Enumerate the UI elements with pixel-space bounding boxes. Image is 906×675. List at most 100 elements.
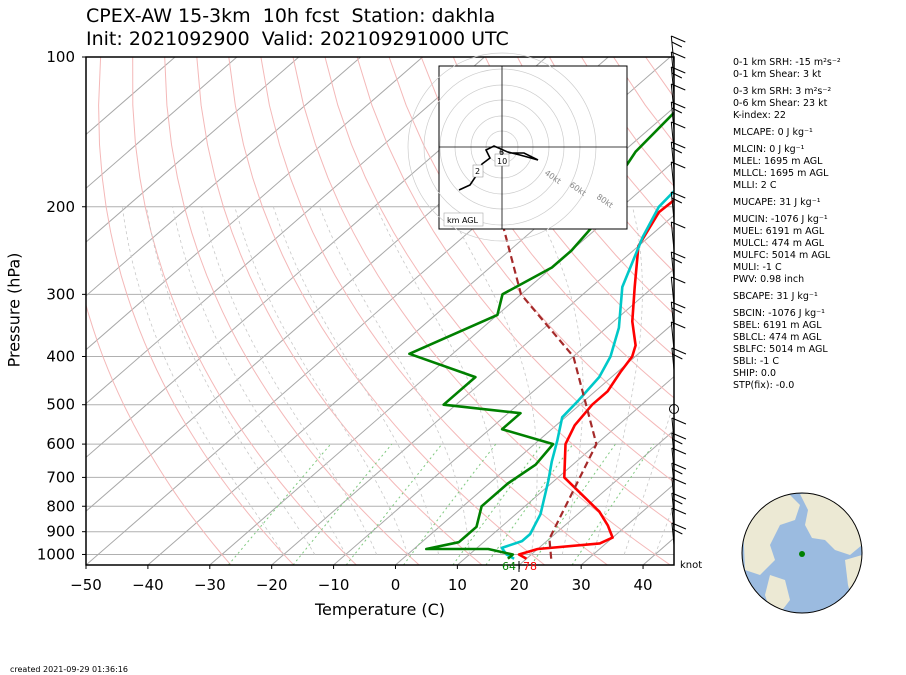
y-axis-label: Pressure (hPa)	[4, 252, 24, 368]
y-tick-label: 100	[46, 48, 75, 66]
dry-adiabat-line	[292, 57, 671, 565]
stat-line: 0-6 km Shear: 23 kt	[733, 98, 828, 109]
moist-adiabat-line	[234, 206, 408, 555]
dry-adiabat-line	[164, 57, 420, 565]
chart-subtitle: Init: 2021092900 Valid: 202109291000 UTC	[86, 28, 509, 50]
dry-adiabat-line	[132, 57, 357, 565]
hodo-footer: km AGL	[447, 216, 479, 225]
stat-line: PWV: 0.98 inch	[733, 274, 805, 285]
stat-line: MLLCL: 1695 m AGL	[733, 168, 829, 179]
wind-barb-staff	[670, 221, 675, 251]
dry-adiabat-line	[196, 57, 483, 565]
dry-adiabat-line	[452, 57, 674, 357]
y-tick-label: 500	[46, 396, 75, 414]
mixing-ratio-line	[530, 443, 616, 565]
y-tick-label: 400	[46, 348, 75, 366]
x-tick-label: −30	[194, 576, 226, 594]
isotherm-line	[86, 57, 485, 405]
wind-barb-staff	[670, 191, 675, 221]
isotherm-line	[86, 57, 300, 243]
stat-line: SBLI: -1 C	[733, 356, 779, 367]
y-tick-label: 300	[46, 285, 75, 303]
stat-line: MLLI: 2 C	[733, 180, 777, 191]
stability-indices-panel: 0-1 km SRH: -15 m²s⁻² 0-1 km Shear: 3 kt 0…	[733, 57, 841, 392]
x-tick-label: −40	[132, 576, 164, 594]
hodo-label-10: 10	[497, 157, 507, 166]
x-tick-label: −50	[70, 576, 102, 594]
wind-barb-flag	[671, 51, 686, 59]
y-tick-label: 800	[46, 497, 75, 515]
mixing-ratio-line	[403, 443, 497, 565]
stat-line: MUCAPE: 31 J kg⁻¹	[733, 197, 821, 208]
dry-adiabat-line	[228, 57, 546, 565]
created-timestamp: created 2021-09-29 01:36:16	[10, 665, 128, 674]
wind-unit-label: knot	[680, 560, 703, 571]
x-tick-label: 10	[448, 576, 467, 594]
wind-barb-staff	[670, 301, 675, 331]
moist-adiabat-line	[201, 206, 377, 555]
moist-adiabat-line	[592, 206, 643, 555]
x-tick-label: 0	[391, 576, 401, 594]
mixing-ratio-line	[452, 443, 543, 565]
stat-line: SBCAPE: 31 J kg⁻¹	[733, 291, 818, 302]
moist-adiabat-line	[623, 401, 674, 555]
moist-adiabat-line	[272, 206, 439, 555]
y-axis-label-box: Pressure (hPa)	[0, 200, 28, 420]
hodograph: 10 6 2 40kt 60kt 80kt km AGL	[407, 52, 628, 242]
stat-line: MULCL: 474 m AGL	[733, 238, 825, 249]
moist-adiabat-line	[375, 206, 502, 555]
wind-barbs	[670, 35, 687, 565]
hodograph-trace	[458, 145, 539, 191]
chart-title: CPEX-AW 15-3km 10h fcst Station: dakhla	[86, 5, 496, 27]
wind-barb-flag	[671, 41, 683, 48]
x-tick-label: −10	[318, 576, 350, 594]
x-axis-label: Temperature (C)	[314, 600, 446, 619]
dry-adiabat-line	[98, 57, 295, 565]
mixing-ratio-line	[292, 443, 393, 565]
stat-line: SBLFC: 5014 m AGL	[733, 344, 828, 355]
moist-adiabat-line	[534, 206, 584, 555]
stat-line: 0-1 km SRH: -15 m²s⁻²	[733, 57, 841, 68]
wind-barb-staff	[670, 83, 675, 113]
temperature-profile-line	[517, 198, 674, 560]
wind-barb-flag	[671, 72, 683, 79]
wind-barb-flag	[671, 307, 683, 314]
calm-wind-marker	[669, 404, 679, 414]
y-tick-label: 200	[46, 198, 75, 216]
moist-adiabat-line	[146, 206, 316, 555]
isotherm-line	[86, 57, 362, 297]
y-tick-label: 900	[46, 523, 75, 541]
dry-adiabat-line	[420, 57, 674, 399]
dry-adiabat-line	[324, 57, 674, 526]
wind-barb-staff	[670, 66, 675, 96]
wind-barb-flag	[671, 107, 683, 114]
dewpoint-profile-line	[500, 189, 674, 560]
wind-barb-staff	[670, 251, 675, 281]
x-tick-label: 30	[572, 576, 591, 594]
stat-line: MLCIN: 0 J kg⁻¹	[733, 144, 805, 155]
mixing-ratio-line	[571, 443, 655, 565]
x-tick-label: 20	[510, 576, 529, 594]
stat-line: STP(fix): -0.0	[733, 380, 795, 391]
isotherm-line	[147, 106, 674, 565]
wind-barb-flag	[671, 197, 683, 204]
wind-barb-staff	[670, 101, 675, 131]
surface-temperature-label: 78	[523, 560, 537, 573]
wind-barb-staff	[670, 161, 675, 191]
dry-adiabat-line	[516, 57, 674, 273]
dry-adiabat-line	[260, 57, 608, 565]
stat-line: MULFC: 5014 m AGL	[733, 250, 831, 261]
mixing-ratio-line	[228, 443, 332, 565]
moist-adiabat-line	[172, 206, 347, 555]
stat-line: MLCAPE: 0 J kg⁻¹	[733, 127, 813, 138]
stat-line: SBCIN: -1076 J kg⁻¹	[733, 308, 825, 319]
station-marker	[799, 551, 805, 557]
wind-barb-staff	[670, 321, 675, 351]
x-tick-label: −20	[256, 576, 288, 594]
stat-line: MULI: -1 C	[733, 262, 782, 273]
wind-barb-staff	[670, 35, 675, 65]
moist-adiabat-line	[121, 206, 285, 555]
stat-line: MUCIN: -1076 J kg⁻¹	[733, 214, 828, 225]
wind-barb-staff	[670, 51, 675, 81]
